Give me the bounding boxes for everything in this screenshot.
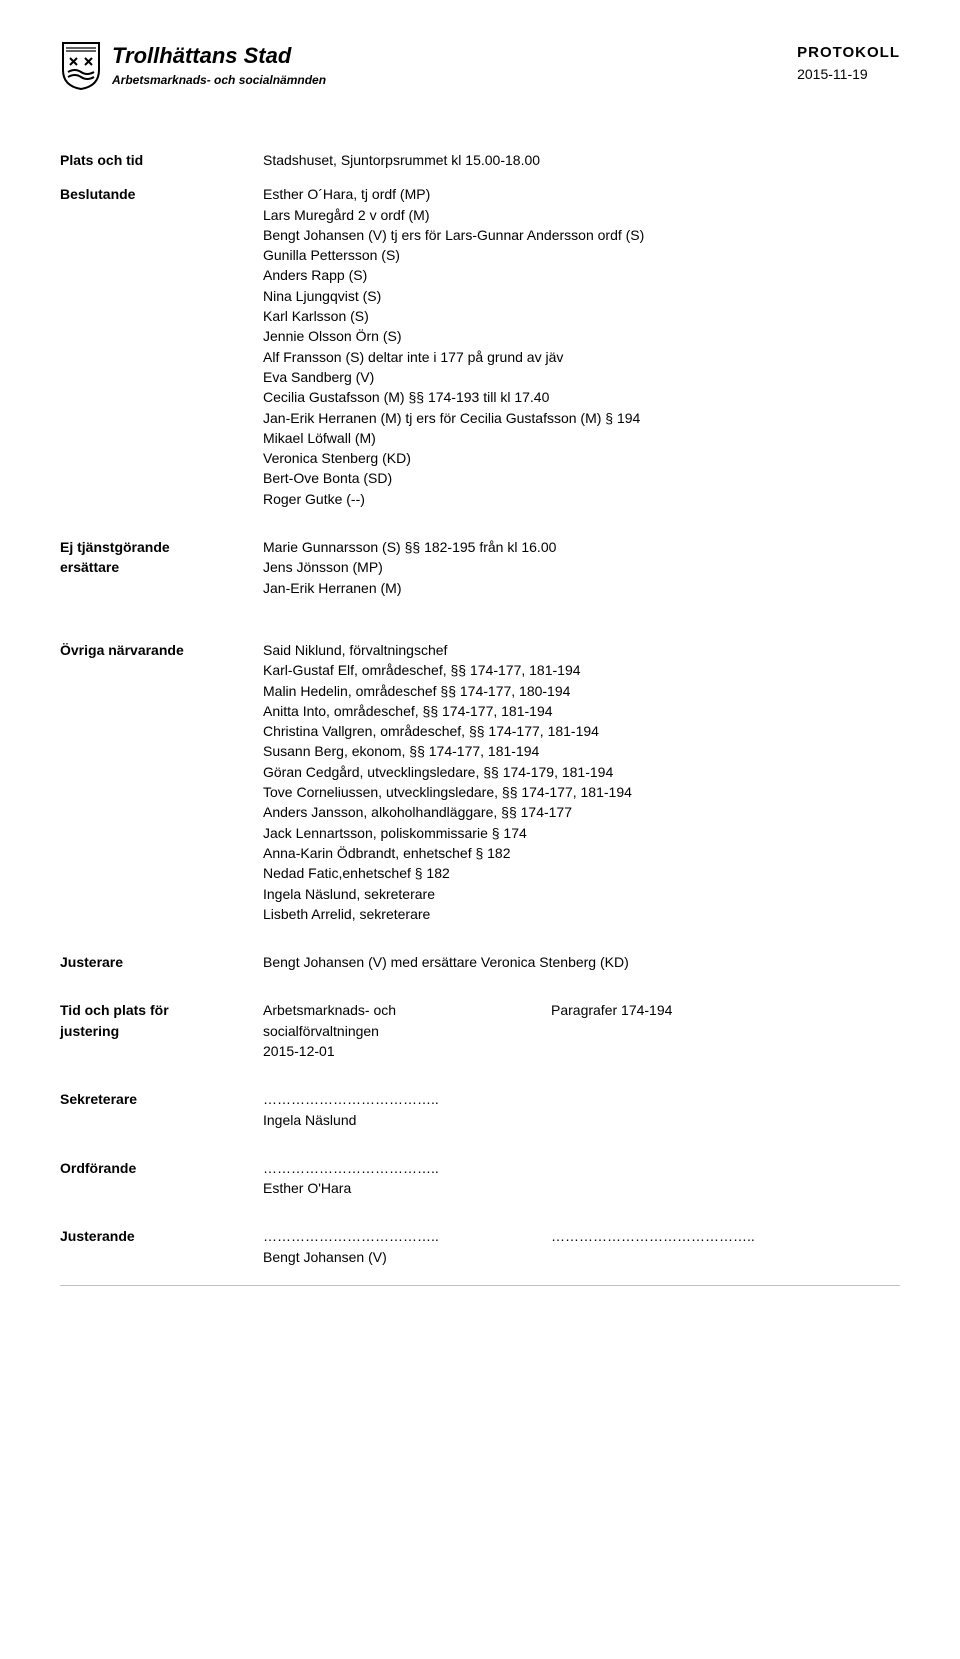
- org-subtitle: Arbetsmarknads- och socialnämnden: [112, 72, 326, 89]
- row-ovriga: Övriga närvarande Said Niklund, förvaltn…: [60, 640, 900, 924]
- list-item: Jens Jönsson (MP): [263, 557, 900, 577]
- label-plats: Plats och tid: [60, 150, 235, 170]
- list-item: Roger Gutke (--): [263, 489, 900, 509]
- header-right: PROTOKOLL 2015-11-19: [797, 40, 900, 84]
- list-item: Karl-Gustaf Elf, områdeschef, §§ 174-177…: [263, 660, 900, 680]
- list-item: Veronica Stenberg (KD): [263, 448, 900, 468]
- label-tid-line2: justering: [60, 1021, 235, 1041]
- page-header: Trollhättans Stad Arbetsmarknads- och so…: [60, 40, 900, 90]
- signature-dots-extra: ……………………………………..: [551, 1226, 900, 1246]
- list-item: Anders Rapp (S): [263, 265, 900, 285]
- row-justerande: Justerande ……………………………….. Bengt Johansen…: [60, 1226, 900, 1267]
- row-tid-och-plats: Tid och plats för justering Arbetsmarkna…: [60, 1000, 900, 1061]
- label-justerande: Justerande: [60, 1226, 235, 1246]
- document-type: PROTOKOLL: [797, 42, 900, 64]
- list-item: Esther O´Hara, tj ordf (MP): [263, 184, 900, 204]
- list-item: Ingela Näslund, sekreterare: [263, 884, 900, 904]
- list-item: Jack Lennartsson, poliskommissarie § 174: [263, 823, 900, 843]
- org-block: Trollhättans Stad Arbetsmarknads- och so…: [112, 40, 326, 89]
- list-item: Göran Cedgård, utvecklingsledare, §§ 174…: [263, 762, 900, 782]
- label-ordforande: Ordförande: [60, 1158, 235, 1178]
- list-item: Mikael Löfwall (M): [263, 428, 900, 448]
- list-ovriga: Said Niklund, förvaltningschef Karl-Gust…: [263, 640, 900, 924]
- list-item: Christina Vallgren, områdeschef, §§ 174-…: [263, 721, 900, 741]
- list-item: Gunilla Pettersson (S): [263, 245, 900, 265]
- row-ej-tjanstgorande: Ej tjänstgörande ersättare Marie Gunnars…: [60, 537, 900, 598]
- list-beslutande: Esther O´Hara, tj ordf (MP) Lars Muregår…: [263, 184, 900, 509]
- footer-rule: [60, 1285, 900, 1286]
- header-left: Trollhättans Stad Arbetsmarknads- och so…: [60, 40, 326, 90]
- list-item: Said Niklund, förvaltningschef: [263, 640, 900, 660]
- tid-line2: socialförvaltningen: [263, 1021, 523, 1041]
- row-beslutande: Beslutande Esther O´Hara, tj ordf (MP) L…: [60, 184, 900, 509]
- label-sekreterare: Sekreterare: [60, 1089, 235, 1109]
- list-item: Anitta Into, områdeschef, §§ 174-177, 18…: [263, 701, 900, 721]
- list-item: Susann Berg, ekonom, §§ 174-177, 181-194: [263, 741, 900, 761]
- row-sekreterare: Sekreterare ……………………………….. Ingela Näslun…: [60, 1089, 900, 1130]
- label-ej: Ej tjänstgörande ersättare: [60, 537, 235, 578]
- signature-dots: ………………………………..: [263, 1158, 900, 1178]
- list-item: Bert-Ove Bonta (SD): [263, 468, 900, 488]
- signature-dots: ………………………………..: [263, 1226, 523, 1246]
- list-ej: Marie Gunnarsson (S) §§ 182-195 från kl …: [263, 537, 900, 598]
- list-item: Nina Ljungqvist (S): [263, 286, 900, 306]
- value-plats: Stadshuset, Sjuntorpsrummet kl 15.00-18.…: [263, 150, 900, 170]
- sekreterare-name: Ingela Näslund: [263, 1110, 900, 1130]
- value-paragrafer: Paragrafer 174-194: [551, 1000, 900, 1020]
- list-item: Marie Gunnarsson (S) §§ 182-195 från kl …: [263, 537, 900, 557]
- ordforande-name: Esther O'Hara: [263, 1178, 900, 1198]
- list-item: Malin Hedelin, områdeschef §§ 174-177, 1…: [263, 681, 900, 701]
- value-tid: Arbetsmarknads- och socialförvaltningen …: [263, 1000, 523, 1061]
- list-item: Anders Jansson, alkoholhandläggare, §§ 1…: [263, 802, 900, 822]
- label-beslutande: Beslutande: [60, 184, 235, 204]
- signature-dots: ………………………………..: [263, 1089, 900, 1109]
- label-ej-line2: ersättare: [60, 557, 235, 577]
- tid-line3: 2015-12-01: [263, 1041, 523, 1061]
- row-justerare: Justerare Bengt Johansen (V) med ersätta…: [60, 952, 900, 972]
- label-tid: Tid och plats för justering: [60, 1000, 235, 1041]
- label-ovriga: Övriga närvarande: [60, 640, 235, 660]
- value-sekreterare: ……………………………….. Ingela Näslund: [263, 1089, 900, 1130]
- label-tid-line1: Tid och plats för: [60, 1000, 235, 1020]
- list-item: Lars Muregård 2 v ordf (M): [263, 205, 900, 225]
- value-justerare: Bengt Johansen (V) med ersättare Veronic…: [263, 952, 900, 972]
- list-item: Anna-Karin Ödbrandt, enhetschef § 182: [263, 843, 900, 863]
- org-name: Trollhättans Stad: [112, 40, 326, 72]
- value-ordforande: ……………………………….. Esther O'Hara: [263, 1158, 900, 1199]
- list-item: Jan-Erik Herranen (M): [263, 578, 900, 598]
- list-item: Nedad Fatic,enhetschef § 182: [263, 863, 900, 883]
- list-item: Karl Karlsson (S): [263, 306, 900, 326]
- list-item: Tove Corneliussen, utvecklingsledare, §§…: [263, 782, 900, 802]
- list-item: Cecilia Gustafsson (M) §§ 174-193 till k…: [263, 387, 900, 407]
- tid-line1: Arbetsmarknads- och: [263, 1000, 523, 1020]
- list-item: Alf Fransson (S) deltar inte i 177 på gr…: [263, 347, 900, 367]
- list-item: Lisbeth Arrelid, sekreterare: [263, 904, 900, 924]
- city-crest-icon: [60, 40, 102, 90]
- value-justerande: ……………………………….. Bengt Johansen (V): [263, 1226, 523, 1267]
- list-item: Jan-Erik Herranen (M) tj ers för Cecilia…: [263, 408, 900, 428]
- justerande-name: Bengt Johansen (V): [263, 1247, 523, 1267]
- list-item: Bengt Johansen (V) tj ers för Lars-Gunna…: [263, 225, 900, 245]
- list-item: Jennie Olsson Örn (S): [263, 326, 900, 346]
- list-item: Eva Sandberg (V): [263, 367, 900, 387]
- row-plats-och-tid: Plats och tid Stadshuset, Sjuntorpsrumme…: [60, 150, 900, 170]
- row-ordforande: Ordförande ……………………………….. Esther O'Hara: [60, 1158, 900, 1199]
- label-ej-line1: Ej tjänstgörande: [60, 537, 235, 557]
- document-date: 2015-11-19: [797, 64, 900, 84]
- label-justerare: Justerare: [60, 952, 235, 972]
